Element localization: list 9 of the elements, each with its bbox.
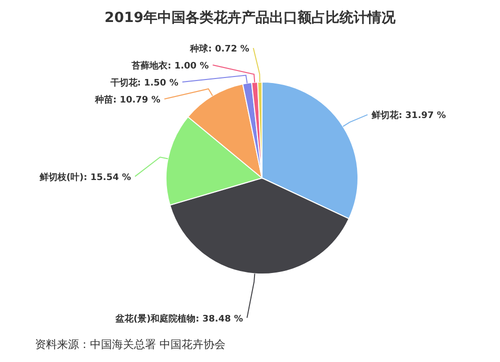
text: 资料来源：中国海关总署 中国花卉协会 xyxy=(35,338,226,351)
slice-label: 种苗: 10.79 % xyxy=(94,94,160,106)
slice-label: 干切花: 1.50 % xyxy=(109,78,178,88)
chart-title: 2019年中国各类花卉产品出口额占比统计情况 xyxy=(104,9,396,26)
slice-label: 盆花(景)和庭院植物: 38.48 % xyxy=(114,313,244,324)
slice-label: 鲜切花: 31.97 % xyxy=(370,110,446,122)
slice-label: 苔藓地衣: 1.00 % xyxy=(130,60,209,72)
slice-label: 种球: 0.72 % xyxy=(189,44,250,54)
slice-label: 鲜切枝(叶): 15.54 % xyxy=(38,172,132,183)
